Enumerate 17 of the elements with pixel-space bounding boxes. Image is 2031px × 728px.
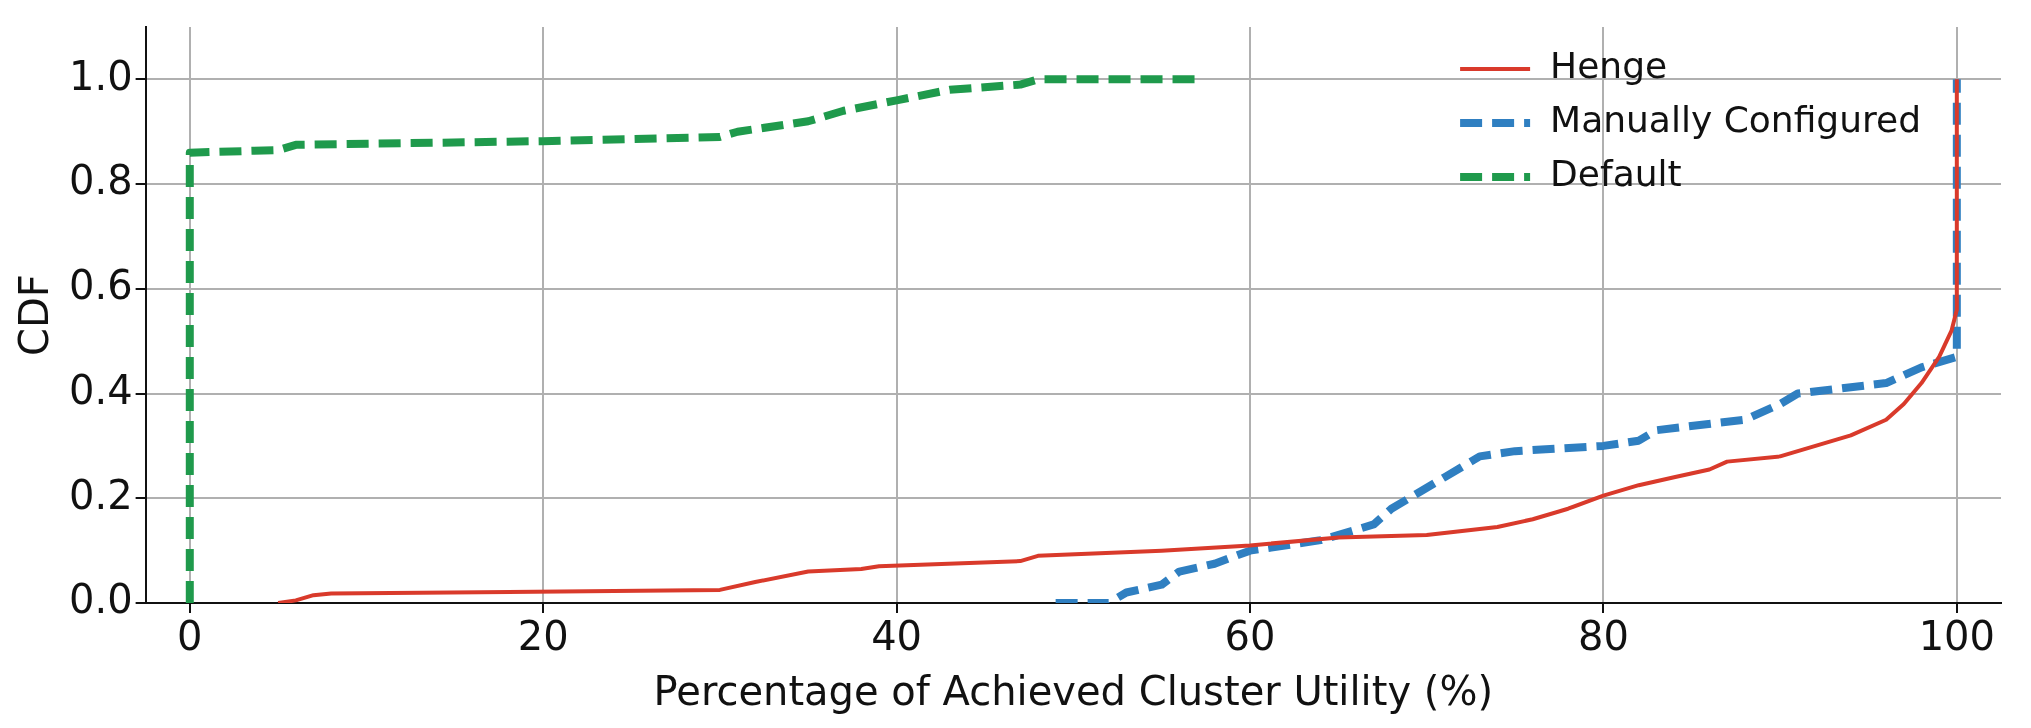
x-tick-label: 40 <box>871 613 923 660</box>
x-axis-title: Percentage of Achieved Cluster Utility (%) <box>653 668 1494 715</box>
y-axis-title: CDF <box>11 274 58 356</box>
y-tick-label: 1.0 <box>68 52 133 99</box>
x-tick-label: 80 <box>1577 613 1629 660</box>
y-tick-label: 0.6 <box>68 262 133 309</box>
x-tick-label: 60 <box>1224 613 1276 660</box>
y-tick-label: 0.4 <box>68 366 133 413</box>
x-tick-label: 0 <box>177 613 203 660</box>
legend-label: Default <box>1550 153 1682 195</box>
x-tick-label: 20 <box>517 613 569 660</box>
legend-label: Manually Configured <box>1550 99 1922 141</box>
legend-label: Henge <box>1550 45 1668 87</box>
y-tick-label: 0.0 <box>68 576 133 623</box>
x-tick-label: 100 <box>1918 613 1995 660</box>
y-tick-label: 0.8 <box>68 157 133 204</box>
y-tick-label: 0.2 <box>68 471 133 518</box>
